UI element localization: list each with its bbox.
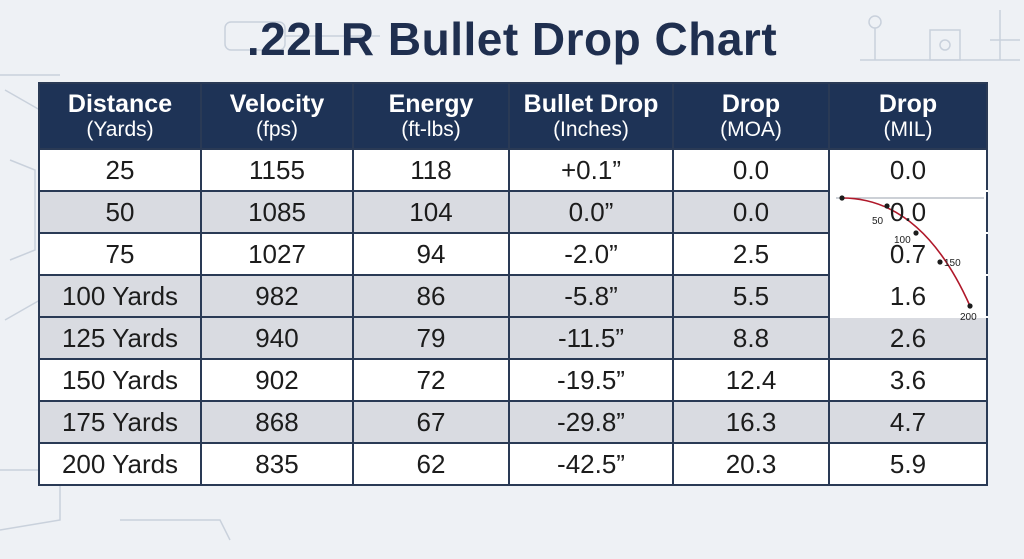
- header-drop-mil: Drop (MIL): [828, 82, 988, 150]
- cell-velocity: 1027: [200, 232, 354, 276]
- cell-velocity: 835: [200, 442, 354, 486]
- table-row: 50 1085 104 0.0” 0.0 0.0: [38, 190, 988, 234]
- cell-distance: 175 Yards: [38, 400, 202, 444]
- cell-velocity: 1155: [200, 148, 354, 192]
- cell-drop-mil: 5.9: [828, 442, 988, 486]
- cell-drop-moa: 8.8: [672, 316, 830, 360]
- cell-drop-mil-value: 4.7: [889, 406, 927, 437]
- cell-drop-mil: 3.6: [828, 358, 988, 402]
- cell-distance: 100 Yards: [38, 274, 202, 318]
- cell-drop-moa: 20.3: [672, 442, 830, 486]
- cell-velocity: 940: [200, 316, 354, 360]
- cell-velocity: 982: [200, 274, 354, 318]
- cell-energy: 62: [352, 442, 510, 486]
- table-row: 125 Yards 940 79 -11.5” 8.8 2.6: [38, 316, 988, 360]
- header-unit: (MOA): [720, 118, 782, 141]
- header-label: Energy: [388, 90, 474, 118]
- cell-drop-moa: 12.4: [672, 358, 830, 402]
- cell-drop-inches: -42.5”: [508, 442, 674, 486]
- header-unit: (Yards): [86, 118, 154, 141]
- table-row: 200 Yards 835 62 -42.5” 20.3 5.9: [38, 442, 988, 486]
- cell-drop-mil-value: 0.0: [889, 196, 927, 227]
- table-row: 25 1155 118 +0.1” 0.0 0.0: [38, 148, 988, 192]
- header-label: Drop: [878, 90, 938, 118]
- cell-distance: 125 Yards: [38, 316, 202, 360]
- header-unit: (Inches): [553, 118, 629, 141]
- cell-drop-inches: -2.0”: [508, 232, 674, 276]
- header-distance: Distance (Yards): [38, 82, 202, 150]
- cell-velocity: 868: [200, 400, 354, 444]
- cell-drop-mil-value: 0.0: [889, 154, 927, 185]
- cell-drop-moa: 2.5: [672, 232, 830, 276]
- cell-drop-inches: 0.0”: [508, 190, 674, 234]
- cell-drop-mil-value: 1.6: [889, 280, 927, 311]
- cell-drop-mil: 0.0: [828, 190, 988, 234]
- table-row: 100 Yards 982 86 -5.8” 5.5 1.6: [38, 274, 988, 318]
- cell-drop-mil: 2.6: [828, 316, 988, 360]
- cell-drop-inches: +0.1”: [508, 148, 674, 192]
- cell-drop-moa: 0.0: [672, 148, 830, 192]
- cell-drop-inches: -19.5”: [508, 358, 674, 402]
- cell-drop-moa: 5.5: [672, 274, 830, 318]
- cell-drop-mil: 1.6: [828, 274, 988, 318]
- header-unit: (ft-lbs): [401, 118, 461, 141]
- cell-distance: 50: [38, 190, 202, 234]
- header-drop-moa: Drop (MOA): [672, 82, 830, 150]
- cell-drop-inches: -11.5”: [508, 316, 674, 360]
- header-label: Velocity: [229, 90, 325, 118]
- header-label: Bullet Drop: [523, 90, 659, 118]
- cell-energy: 79: [352, 316, 510, 360]
- cell-drop-moa: 0.0: [672, 190, 830, 234]
- header-unit: (MIL): [883, 118, 933, 141]
- cell-drop-mil-value: 0.7: [889, 238, 927, 269]
- table-row: 150 Yards 902 72 -19.5” 12.4 3.6: [38, 358, 988, 402]
- cell-drop-mil: 0.0: [828, 148, 988, 192]
- page-title: .22LR Bullet Drop Chart: [246, 13, 778, 65]
- cell-drop-moa: 16.3: [672, 400, 830, 444]
- cell-energy: 94: [352, 232, 510, 276]
- cell-drop-inches: -5.8”: [508, 274, 674, 318]
- table-header-row: Distance (Yards) Velocity (fps) Energy (ft-…: [38, 82, 988, 150]
- cell-distance: 75: [38, 232, 202, 276]
- cell-drop-mil: 0.7: [828, 232, 988, 276]
- header-unit: (fps): [256, 118, 298, 141]
- cell-velocity: 1085: [200, 190, 354, 234]
- cell-velocity: 902: [200, 358, 354, 402]
- header-bullet-drop: Bullet Drop (Inches): [508, 82, 674, 150]
- cell-energy: 86: [352, 274, 510, 318]
- table-row: 175 Yards 868 67 -29.8” 16.3 4.7: [38, 400, 988, 444]
- table-row: 75 1027 94 -2.0” 2.5 0.7: [38, 232, 988, 276]
- header-energy: Energy (ft-lbs): [352, 82, 510, 150]
- cell-energy: 72: [352, 358, 510, 402]
- header-velocity: Velocity (fps): [200, 82, 354, 150]
- bullet-drop-table: Distance (Yards) Velocity (fps) Energy (ft-…: [38, 82, 988, 486]
- cell-drop-mil-value: 2.6: [889, 322, 927, 353]
- cell-energy: 104: [352, 190, 510, 234]
- cell-drop-mil: 4.7: [828, 400, 988, 444]
- cell-distance: 25: [38, 148, 202, 192]
- cell-distance: 200 Yards: [38, 442, 202, 486]
- header-label: Distance: [67, 90, 173, 118]
- cell-energy: 118: [352, 148, 510, 192]
- cell-drop-mil-value: 5.9: [889, 448, 927, 479]
- header-label: Drop: [721, 90, 781, 118]
- cell-distance: 150 Yards: [38, 358, 202, 402]
- cell-energy: 67: [352, 400, 510, 444]
- cell-drop-inches: -29.8”: [508, 400, 674, 444]
- cell-drop-mil-value: 3.6: [889, 364, 927, 395]
